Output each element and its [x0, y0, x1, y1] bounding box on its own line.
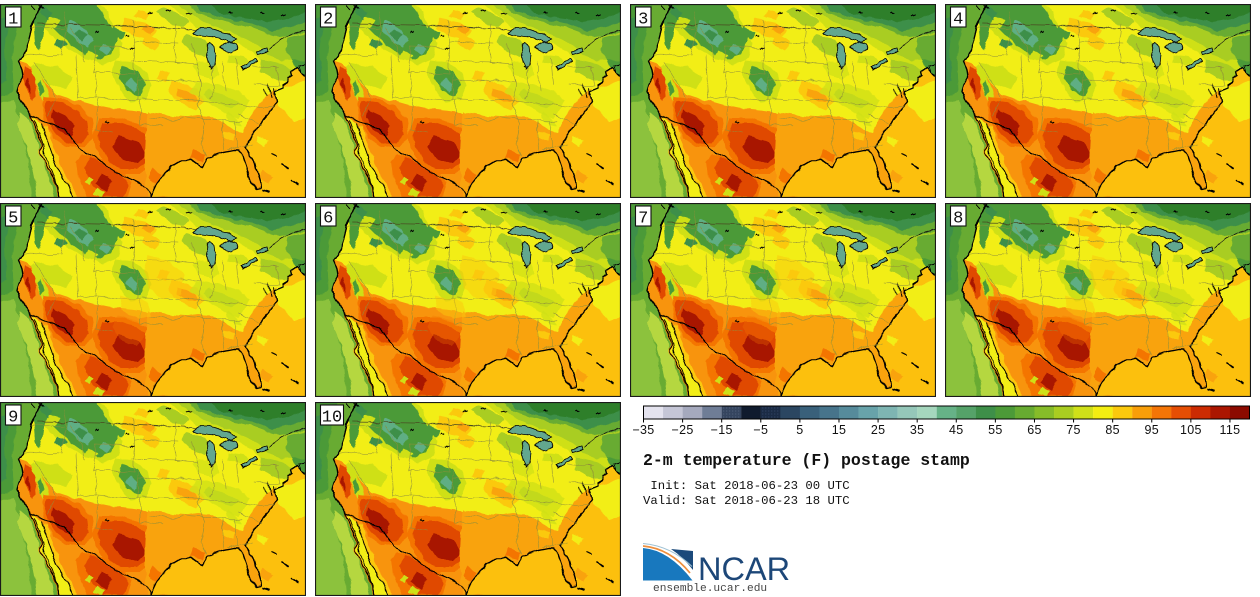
svg-text:9: 9 — [8, 409, 18, 428]
svg-text:85: 85 — [1105, 423, 1120, 437]
svg-text:65: 65 — [1027, 423, 1042, 437]
svg-text:2: 2 — [323, 11, 333, 30]
svg-text:55: 55 — [988, 423, 1003, 437]
svg-text:15: 15 — [832, 423, 847, 437]
svg-text:−25: −25 — [672, 423, 694, 437]
svg-text:25: 25 — [871, 423, 886, 437]
svg-text:3: 3 — [638, 11, 648, 30]
svg-text:45: 45 — [949, 423, 964, 437]
svg-text:−35: −35 — [632, 423, 654, 437]
svg-text:7: 7 — [638, 210, 648, 229]
svg-text:5: 5 — [796, 423, 803, 437]
svg-text:−15: −15 — [711, 423, 733, 437]
svg-text:5: 5 — [8, 210, 18, 229]
svg-text:35: 35 — [910, 423, 925, 437]
svg-text:10: 10 — [322, 409, 342, 428]
svg-text:1: 1 — [8, 11, 18, 30]
svg-text:115: 115 — [1220, 423, 1241, 437]
svg-text:105: 105 — [1180, 423, 1202, 437]
svg-text:4: 4 — [953, 11, 963, 30]
svg-text:8: 8 — [953, 210, 963, 229]
svg-text:−5: −5 — [753, 423, 768, 437]
svg-text:75: 75 — [1066, 423, 1081, 437]
svg-text:95: 95 — [1145, 423, 1160, 437]
svg-text:6: 6 — [323, 210, 333, 229]
